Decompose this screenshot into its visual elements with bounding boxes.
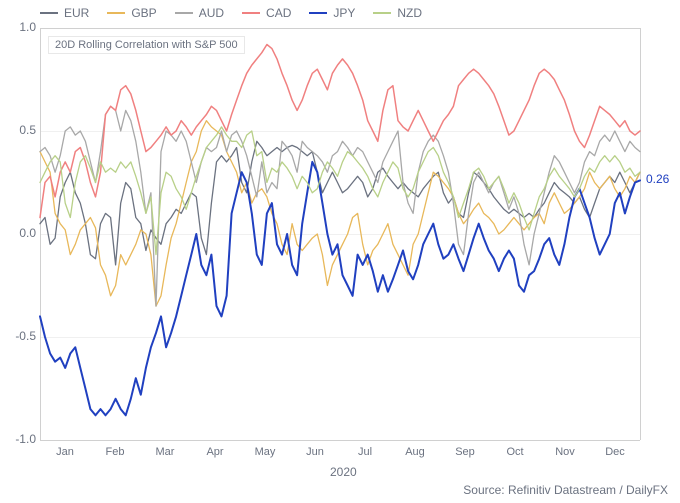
x-tick-label: Jun — [306, 446, 324, 458]
x-year-label: 2020 — [330, 465, 357, 479]
x-tick-label: Sep — [455, 446, 475, 458]
x-tick-label: Dec — [605, 446, 625, 458]
x-tick-label: Jan — [56, 446, 74, 458]
series-line-aud — [40, 106, 640, 306]
x-tick-label: Aug — [405, 446, 425, 458]
x-tick-label: Oct — [506, 446, 523, 458]
x-tick-label: May — [255, 446, 276, 458]
x-tick-label: Feb — [106, 446, 125, 458]
x-tick-label: Jul — [358, 446, 372, 458]
end-value-label: 0.26 — [646, 172, 669, 186]
source-label: Source: Refinitiv Datastream / DailyFX — [463, 483, 668, 497]
chart-container: EUR GBP AUD CAD JPY NZD 20D Rolling Corr… — [0, 0, 680, 503]
plot-area — [0, 0, 680, 503]
series-line-gbp — [40, 121, 640, 306]
x-tick-label: Apr — [206, 446, 223, 458]
series-line-eur — [40, 141, 640, 265]
x-tick-label: Nov — [555, 446, 575, 458]
series-line-jpy — [40, 162, 640, 415]
x-tick-label: Mar — [156, 446, 175, 458]
